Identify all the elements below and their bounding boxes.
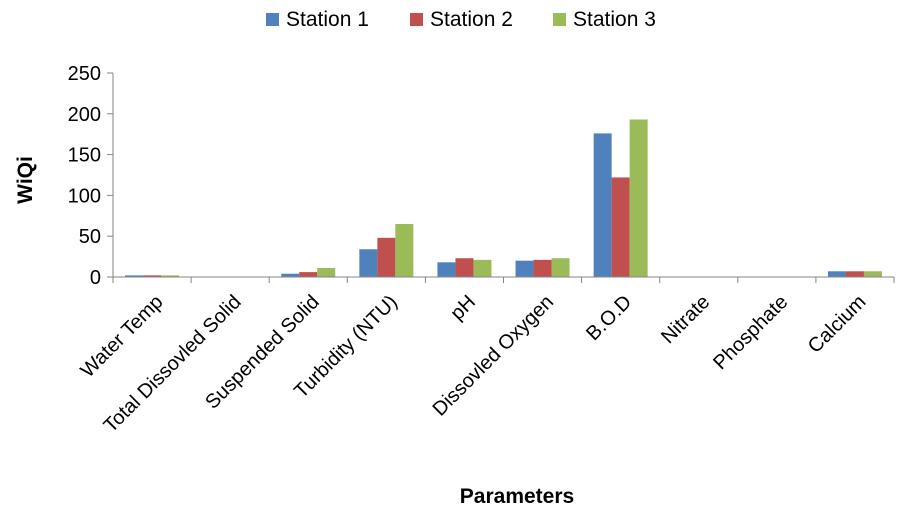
bar: [533, 259, 552, 277]
x-tick-label: pH: [446, 291, 480, 325]
y-tick-label: 100: [68, 185, 101, 207]
bar: [437, 262, 456, 277]
x-tick-label: Calcium: [804, 291, 871, 358]
legend-label: Station 1: [286, 8, 369, 31]
y-tick-label: 150: [68, 145, 101, 167]
legend-label: Station 3: [573, 8, 656, 31]
bar: [125, 275, 144, 277]
x-tick-label: Total Dissovled Solid: [100, 291, 246, 437]
y-axis-title: WiQi: [14, 156, 37, 204]
y-tick-label: 250: [68, 63, 101, 85]
y-tick-label: 0: [90, 267, 101, 289]
bar: [863, 271, 882, 277]
x-tick-label: Phosphate: [709, 291, 792, 374]
bar: [455, 258, 474, 277]
bars: [125, 119, 882, 278]
bar: [551, 258, 570, 277]
bar: [377, 237, 396, 277]
bar: [317, 268, 336, 277]
bar: [827, 271, 846, 277]
legend: Station 1 Station 2 Station 3: [266, 8, 656, 31]
x-tick-label: Nitrate: [657, 291, 714, 348]
y-axis: 0 50 100 150 200 250: [68, 63, 114, 289]
bar: [611, 177, 630, 277]
y-tick-label: 200: [68, 104, 101, 126]
legend-swatch: [410, 13, 423, 26]
y-tick-label: 50: [79, 226, 101, 248]
x-tick-label: B.O.D: [582, 291, 636, 345]
bar: [359, 249, 378, 277]
bar: [473, 259, 492, 277]
bar: [281, 273, 300, 277]
bar: [161, 275, 180, 277]
legend-label: Station 2: [430, 8, 513, 31]
x-axis-title: Parameters: [460, 485, 574, 508]
bar: [845, 271, 864, 277]
bar: [299, 272, 318, 277]
bar: [143, 275, 162, 277]
bar: [515, 260, 534, 277]
legend-swatch: [553, 13, 566, 26]
legend-swatch: [266, 13, 279, 26]
bar: [629, 119, 648, 278]
bar: [395, 223, 414, 277]
bar: [593, 133, 612, 277]
